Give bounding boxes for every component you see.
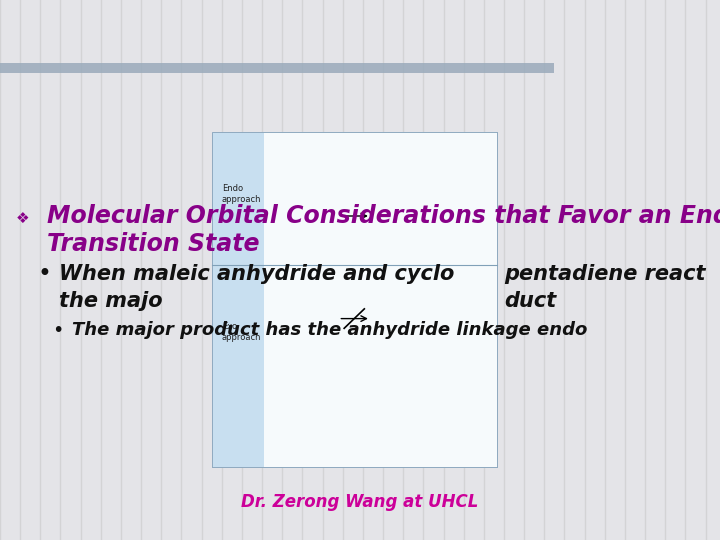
Text: ❖: ❖ xyxy=(16,211,30,226)
Bar xyxy=(264,132,497,467)
Text: pentadiene react: pentadiene react xyxy=(504,264,706,285)
Text: Dr. Zerong Wang at UHCL: Dr. Zerong Wang at UHCL xyxy=(241,493,479,511)
Text: The major product has the anhydride linkage endo: The major product has the anhydride link… xyxy=(72,321,588,340)
Text: •: • xyxy=(37,262,51,286)
Bar xyxy=(212,132,497,467)
Text: the majo: the majo xyxy=(59,291,163,311)
Bar xyxy=(212,132,264,467)
Text: duct: duct xyxy=(504,291,557,311)
Text: Transition State: Transition State xyxy=(47,232,259,256)
Text: •: • xyxy=(52,321,63,340)
Text: Molecular Orbital Considerations that Favor an Endo: Molecular Orbital Considerations that Fa… xyxy=(47,204,720,228)
Bar xyxy=(212,132,497,467)
Text: Endo
approach: Endo approach xyxy=(222,184,261,205)
Text: Exo
approach: Exo approach xyxy=(222,322,261,342)
Text: When maleic anhydride and cyclo: When maleic anhydride and cyclo xyxy=(59,264,454,285)
Bar xyxy=(0,63,554,73)
